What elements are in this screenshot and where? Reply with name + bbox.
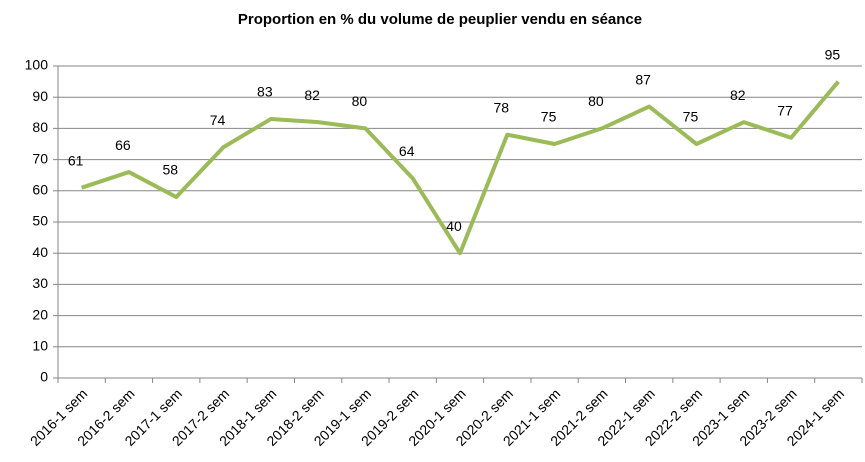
y-tick-label: 30	[32, 275, 48, 291]
data-label: 82	[304, 87, 320, 103]
data-label: 75	[541, 109, 557, 125]
data-line	[81, 80, 840, 256]
data-label: 58	[162, 162, 178, 178]
data-label: 74	[210, 112, 226, 128]
y-tick-label: 40	[32, 244, 48, 260]
data-label: 78	[494, 99, 510, 115]
y-tick-label: 80	[32, 119, 48, 135]
y-tick-label: 100	[25, 57, 49, 73]
data-label: 77	[777, 102, 793, 118]
data-label: 87	[635, 71, 651, 87]
data-label: 64	[399, 143, 415, 159]
data-label: 83	[257, 84, 273, 100]
chart-title: Proportion en % du volume de peuplier ve…	[238, 11, 642, 28]
y-tick-label: 60	[32, 182, 48, 198]
data-label: 75	[683, 109, 699, 125]
data-label: 61	[68, 152, 84, 168]
y-tick-label: 20	[32, 306, 48, 322]
data-label: 80	[352, 93, 368, 109]
y-tick-label: 10	[32, 338, 48, 354]
y-tick-label: 90	[32, 88, 48, 104]
data-label: 40	[446, 218, 462, 234]
y-tick-label: 0	[40, 369, 48, 385]
data-label: 80	[588, 93, 604, 109]
y-tick-label: 50	[32, 213, 48, 229]
data-label: 66	[115, 137, 131, 153]
data-label: 82	[730, 87, 746, 103]
y-tick-label: 70	[32, 150, 48, 166]
data-label: 95	[825, 46, 841, 62]
